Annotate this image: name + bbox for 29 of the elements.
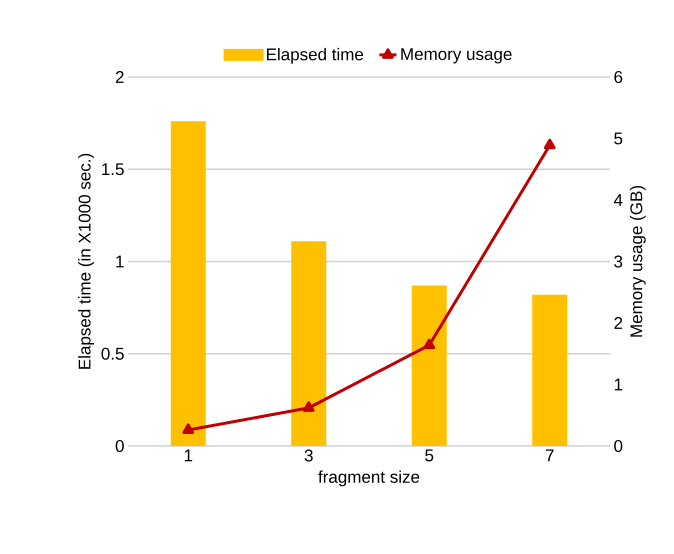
y-tick-label: 1.5: [102, 163, 124, 176]
point: [302, 401, 315, 412]
y2-tick-label: 6: [614, 70, 622, 84]
bar: [291, 241, 326, 446]
x-tick-label: 1: [184, 450, 192, 462]
y2-tick-label: 5: [614, 132, 622, 144]
bar: [412, 285, 447, 446]
y2-axis-title: Memory usage (GB): [630, 186, 646, 337]
legend-label: Elapsed time: [267, 48, 364, 64]
x-tick-label: 5: [425, 450, 434, 462]
bar: [170, 121, 206, 446]
y2-tick-label: 2: [614, 317, 622, 329]
y2-tick-label: 4: [614, 194, 622, 206]
y-tick-label: 2: [116, 71, 124, 83]
x-tick-label: 3: [304, 450, 313, 462]
y-tick-label: 1: [116, 256, 124, 268]
y-axis-title: Elapsed time (in X1000 sec.): [78, 154, 94, 369]
legend-label: Memory usage: [401, 48, 512, 64]
y-tick-label: 0: [116, 440, 124, 452]
point: [423, 338, 436, 350]
point: [182, 424, 194, 434]
y2-tick-label: 3: [614, 255, 622, 268]
x-axis-title: fragment size: [318, 470, 420, 486]
y-tick-label: 0.5: [101, 348, 124, 360]
point: [544, 138, 556, 150]
x-tick-label: 7: [546, 450, 554, 462]
bar: [532, 294, 568, 446]
y2-tick-label: 0: [614, 440, 622, 452]
y2-tick-label: 1: [614, 378, 622, 390]
